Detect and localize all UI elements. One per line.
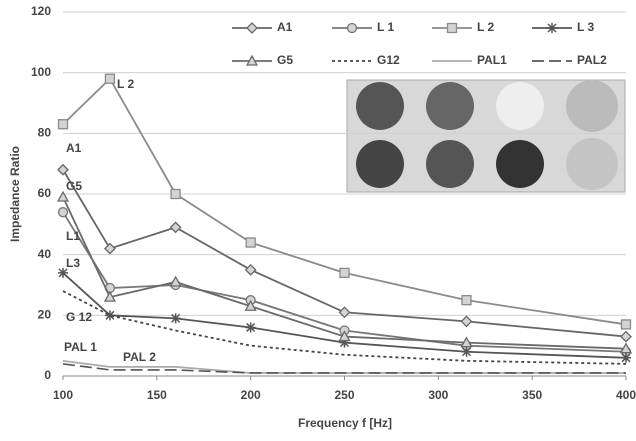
marker [547,23,557,33]
marker [340,268,349,277]
legend-item: G5 [232,53,293,67]
legend-item: L 2 [432,20,494,34]
annotation: PAL 1 [64,340,97,354]
y-axis-label: Impedance Ratio [8,146,22,242]
y-tick-label: 60 [38,186,52,200]
y-tick-label: 120 [31,4,51,18]
marker [622,320,631,329]
marker [58,165,68,175]
marker [246,238,255,247]
legend-label: PAL2 [577,53,607,67]
marker [171,313,181,323]
marker [448,24,457,33]
legend-item: A1 [232,20,293,34]
marker [461,316,471,326]
marker [461,347,471,357]
marker [171,222,181,232]
x-tick-label: 250 [334,388,354,402]
series-line [63,364,626,373]
y-tick-label: 100 [31,65,51,79]
legend-label: L 1 [377,20,394,34]
annotation: L3 [66,256,80,270]
legend-label: G5 [277,53,293,67]
marker [171,190,180,199]
x-tick-label: 350 [522,388,542,402]
annotation: L 2 [117,77,134,91]
x-tick-label: 400 [616,388,636,402]
legend-label: L 2 [477,20,494,34]
marker [246,322,256,332]
y-tick-label: 0 [44,368,51,382]
marker [105,244,115,254]
annotation: A1 [66,141,82,155]
marker [246,265,256,275]
y-tick-label: 20 [38,308,52,322]
annotation: G5 [66,179,82,193]
annotation: PAL 2 [123,350,156,364]
y-tick-label: 40 [38,247,52,261]
annotation: L1 [66,229,80,243]
inset-photo [347,80,625,192]
legend-label: A1 [277,20,293,34]
x-axis-label: Frequency f [Hz] [298,416,392,430]
y-tick-label: 80 [38,126,52,140]
marker [621,332,631,342]
legend-item: PAL2 [532,53,607,67]
x-tick-label: 150 [147,388,167,402]
marker [59,120,68,129]
marker [462,296,471,305]
x-tick-label: 300 [428,388,448,402]
legend-item: L 1 [332,20,394,34]
legend-item: PAL1 [432,53,507,67]
legend-label: G12 [377,53,400,67]
legend-item: G12 [332,53,400,67]
x-tick-label: 100 [53,388,73,402]
marker [59,208,68,217]
marker [348,24,357,33]
annotation: G 12 [66,310,92,324]
marker [247,23,257,33]
marker [105,74,114,83]
marker [58,192,68,201]
marker [621,353,631,363]
legend-item: L 3 [532,20,594,34]
legend-label: PAL1 [477,53,507,67]
x-tick-label: 200 [241,388,261,402]
chart: Impedance Ratio Frequency f [Hz] 0 20 40 60… [0,0,636,436]
legend-label: L 3 [577,20,594,34]
